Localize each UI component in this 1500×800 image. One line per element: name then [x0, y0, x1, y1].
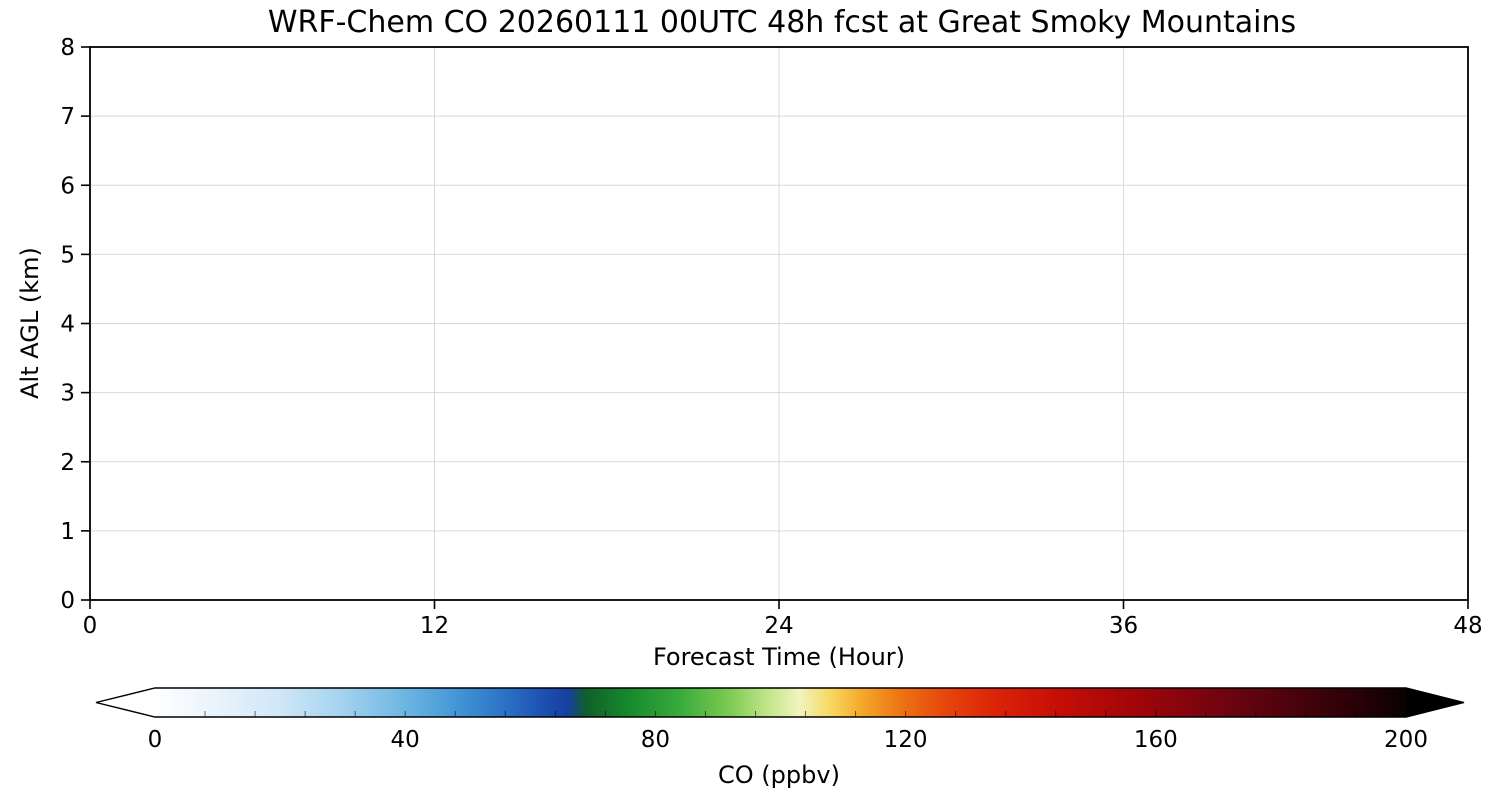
svg-text:80: 80 [641, 727, 670, 753]
x-tick-labels: 0 12 24 36 48 [83, 613, 1483, 639]
chart-title: WRF-Chem CO 20260111 00UTC 48h fcst at G… [268, 5, 1296, 40]
colorbar-label: CO (ppbv) [718, 761, 840, 789]
y-tick-labels: 0 1 2 3 4 5 6 7 8 [60, 35, 75, 614]
svg-text:3: 3 [60, 381, 75, 407]
grid-lines [90, 47, 1468, 600]
svg-text:0: 0 [60, 588, 75, 614]
svg-text:40: 40 [391, 727, 420, 753]
svg-text:160: 160 [1134, 727, 1178, 753]
svg-text:120: 120 [884, 727, 928, 753]
svg-text:0: 0 [148, 727, 163, 753]
svg-text:8: 8 [60, 35, 75, 61]
colorbar-under-arrow [96, 688, 155, 717]
axis-tick-marks [81, 46, 1469, 609]
colorbar-gradient-body [155, 688, 1406, 717]
svg-text:200: 200 [1384, 727, 1428, 753]
svg-text:0: 0 [83, 613, 98, 639]
svg-text:36: 36 [1109, 613, 1138, 639]
svg-text:6: 6 [60, 173, 75, 199]
svg-text:7: 7 [60, 104, 75, 130]
colorbar-over-arrow [1406, 688, 1464, 717]
colorbar-level-ticks [204, 711, 1357, 717]
svg-text:24: 24 [764, 613, 793, 639]
colorbar-outline [95, 687, 1465, 718]
svg-text:5: 5 [60, 242, 75, 268]
y-axis-label: Alt AGL (km) [16, 247, 44, 399]
svg-text:4: 4 [60, 312, 75, 338]
svg-text:48: 48 [1453, 613, 1482, 639]
svg-text:2: 2 [60, 450, 75, 476]
svg-text:12: 12 [420, 613, 449, 639]
plot-border [89, 46, 1469, 601]
x-axis-label: Forecast Time (Hour) [653, 643, 905, 671]
colorbar-tick-labels: 0 40 80 120 160 200 [148, 727, 1428, 753]
svg-text:1: 1 [60, 519, 75, 545]
